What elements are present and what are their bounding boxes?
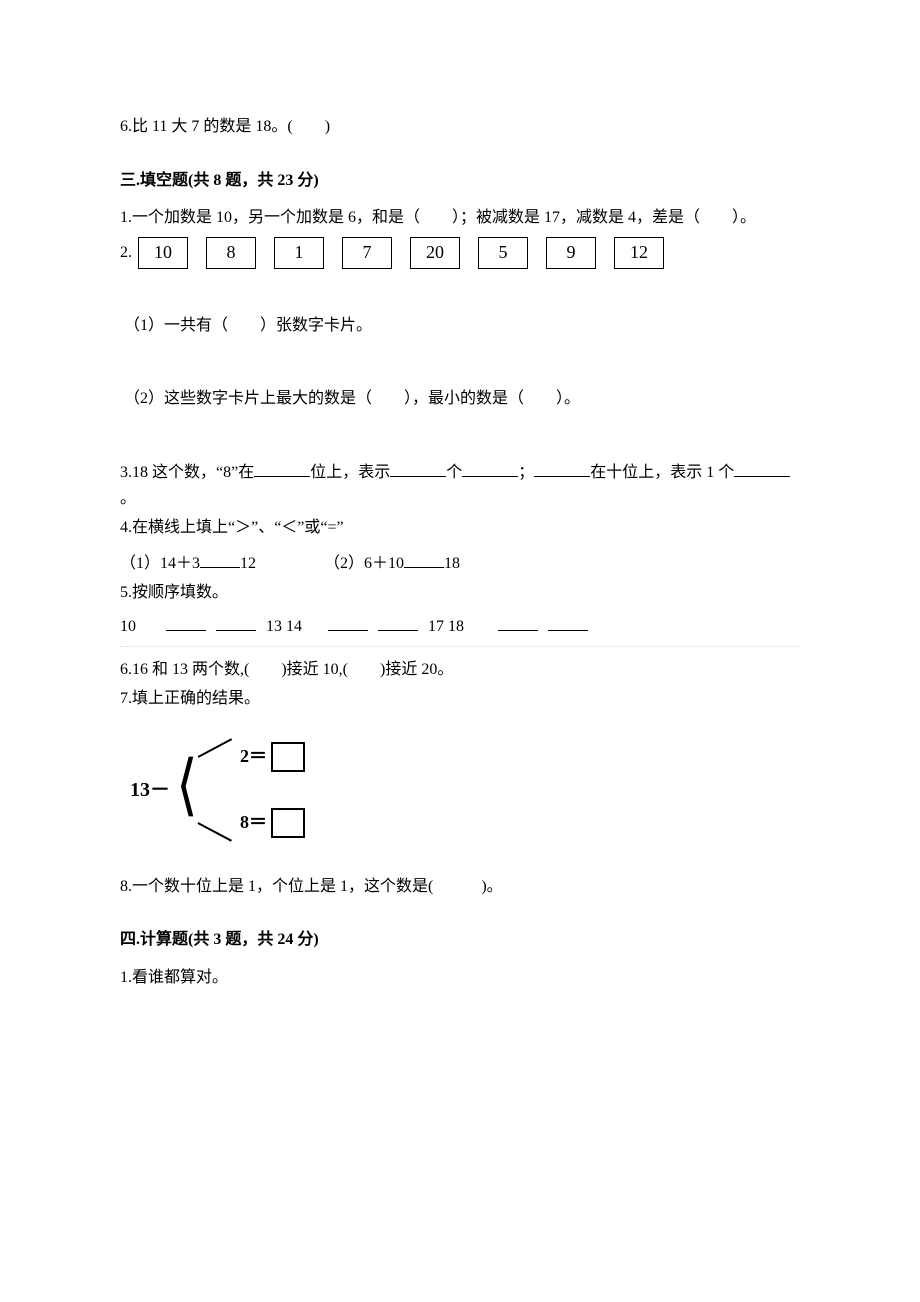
page-root: 6.比 11 大 7 的数是 18。( ) 三.填空题(共 8 题，共 23 分… [0, 0, 920, 1302]
diagram-root: 13－ [130, 774, 170, 806]
s3-q2-prefix: 2. [120, 240, 132, 266]
s3-q5-sequence: 10 13 14 17 18 [120, 614, 800, 647]
fill-blank[interactable] [166, 614, 206, 631]
fill-blank[interactable] [328, 614, 368, 631]
fill-blank[interactable] [462, 460, 518, 477]
number-card: 9 [546, 237, 596, 269]
s3-q3: 3.18 这个数，“8”在 位上，表示 个 ； 在十位上，表示 1 个。 [120, 460, 800, 511]
fill-blank[interactable] [548, 614, 588, 631]
diagram-top-label: 2＝ [240, 742, 267, 771]
section-3-header: 三.填空题(共 8 题，共 23 分) [120, 168, 800, 194]
q3-text: 位上，表示 [310, 464, 390, 481]
q4-sub1-a: （1）14＋3 [120, 555, 200, 572]
s3-q7: 7.填上正确的结果。 [120, 686, 800, 712]
fill-blank[interactable] [254, 460, 310, 477]
q4-sub1-b: 12 [240, 555, 256, 572]
bracket-icon: ⟨ [176, 752, 198, 819]
s3-q4: 4.在横线上填上“＞”、“＜”或“=” [120, 515, 800, 541]
diagram-bottom-branch: 8＝ [198, 808, 305, 838]
q3-text: 。 [120, 490, 136, 507]
branch-line [198, 738, 232, 757]
q3-text: ； [518, 464, 534, 481]
prev-section-q6: 6.比 11 大 7 的数是 18。( ) [120, 114, 800, 140]
section-4-header: 四.计算题(共 3 题，共 24 分) [120, 927, 800, 953]
s3-q2-sub1: （1）一共有（ ）张数字卡片。 [124, 313, 800, 339]
number-card: 1 [274, 237, 324, 269]
answer-box[interactable] [271, 742, 305, 772]
number-card: 8 [206, 237, 256, 269]
q4-sub2-b: 18 [444, 555, 460, 572]
fill-blank[interactable] [534, 460, 590, 477]
fill-blank[interactable] [390, 460, 446, 477]
s3-q6: 6.16 和 13 两个数,( )接近 10,( )接近 20。 [120, 657, 800, 683]
spacer [120, 269, 800, 309]
q3-text: 在十位上，表示 1 个 [590, 464, 734, 481]
number-cards-row: 10 8 1 7 20 5 9 12 [138, 237, 664, 269]
number-card: 10 [138, 237, 188, 269]
q3-text: 个 [446, 464, 462, 481]
fill-blank[interactable] [734, 460, 790, 477]
number-card: 12 [614, 237, 664, 269]
seq-value: 17 18 [428, 614, 464, 640]
s3-q5: 5.按顺序填数。 [120, 580, 800, 606]
s3-q1: 1.一个加数是 10，另一个加数是 6，和是（ ）；被减数是 17，减数是 4，… [120, 205, 800, 231]
number-card: 5 [478, 237, 528, 269]
seq-value: 10 [120, 614, 140, 640]
spacer [120, 342, 800, 382]
diagram-top-branch: 2＝ [198, 742, 305, 772]
fill-blank[interactable] [200, 551, 240, 568]
decomposition-diagram: 13－ ⟨ 2＝ 8＝ [130, 730, 330, 850]
branch-line [198, 822, 232, 841]
q3-text: 3.18 这个数，“8”在 [120, 464, 254, 481]
fill-blank[interactable] [378, 614, 418, 631]
s3-q8: 8.一个数十位上是 1，个位上是 1，这个数是( )。 [120, 874, 800, 900]
seq-value: 13 14 [266, 614, 302, 640]
number-card: 7 [342, 237, 392, 269]
s3-q2-row: 2. 10 8 1 7 20 5 9 12 [120, 237, 800, 269]
s3-q4-subs: （1）14＋3 12 （2）6＋10 18 [120, 551, 800, 577]
answer-box[interactable] [271, 808, 305, 838]
fill-blank[interactable] [404, 551, 444, 568]
s3-q2-sub2: （2）这些数字卡片上最大的数是（ ），最小的数是（ ）。 [124, 386, 800, 412]
number-card: 20 [410, 237, 460, 269]
spacer [120, 416, 800, 456]
fill-blank[interactable] [216, 614, 256, 631]
fill-blank[interactable] [498, 614, 538, 631]
diagram-bottom-label: 8＝ [240, 808, 267, 837]
q4-sub2-a: （2）6＋10 [324, 555, 404, 572]
s4-q1: 1.看谁都算对。 [120, 965, 800, 991]
